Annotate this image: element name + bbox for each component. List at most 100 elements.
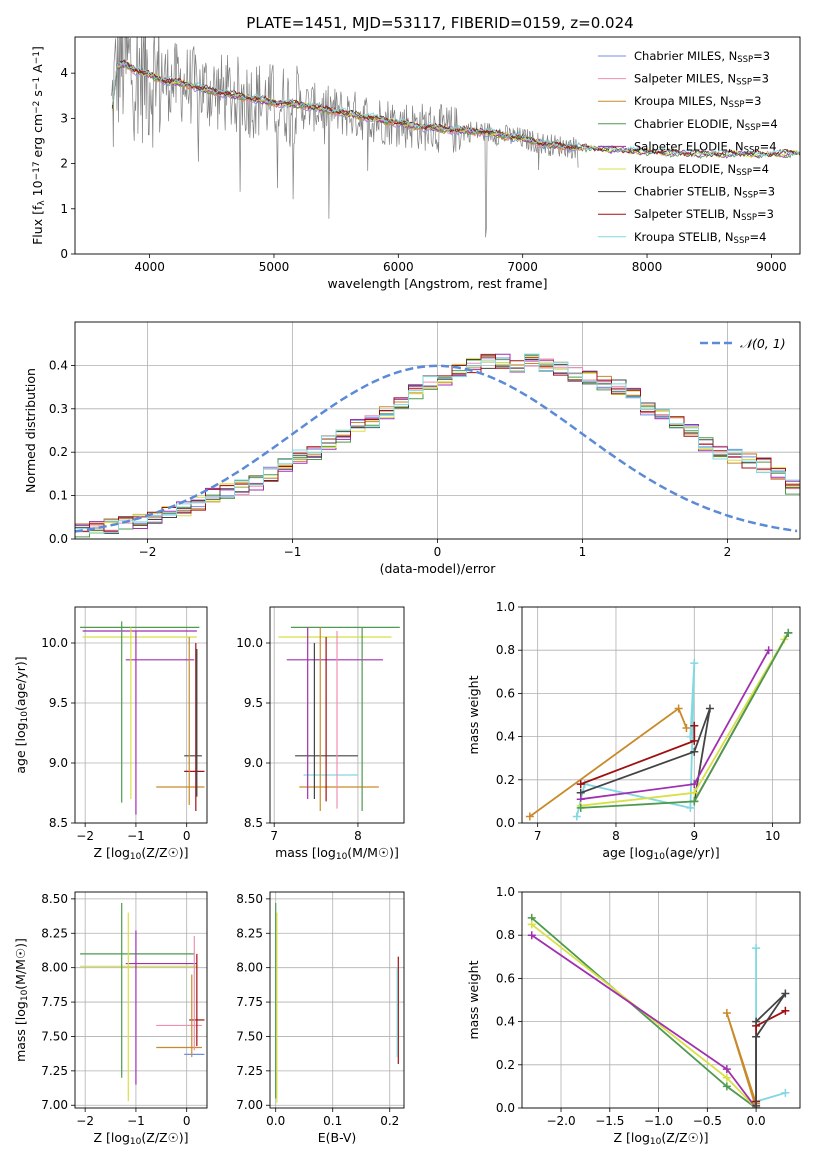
y-tick-label: 8.25 xyxy=(41,926,68,940)
series-point-5 xyxy=(690,788,699,797)
y-axis-label: mass [log10(M/M☉)] xyxy=(13,938,30,1062)
legend-label: Salpeter MILES, NSSP=3 xyxy=(634,72,769,88)
legend-label: Salpeter ELODIE, NSSP=4 xyxy=(634,139,777,155)
x-tick-label: −2 xyxy=(76,1114,94,1128)
y-tick-label: 7.00 xyxy=(41,1098,68,1112)
axes-frame xyxy=(521,891,801,1109)
x-tick-label: 8 xyxy=(354,829,362,843)
y-tick-label: 1.0 xyxy=(496,600,515,614)
series-point-0 xyxy=(525,812,534,821)
x-tick-label: 0 xyxy=(434,545,442,559)
series-point-6 xyxy=(576,803,585,812)
plot-area xyxy=(525,628,793,821)
x-axis-label: Z [log10(Z/Z☉)] xyxy=(613,1130,708,1147)
y-tick-label: 0.0 xyxy=(49,532,68,546)
legend-label: Kroupa STELIB, NSSP=4 xyxy=(634,230,766,246)
y-tick-label: 0.8 xyxy=(496,643,515,657)
observed-spectrum xyxy=(110,37,579,238)
chart-weight-Z: −2.0 −1.5 −1.0 −0.5 0.0 0.0 0.2 0.4 0.6 0.8 1.0 Z [… xyxy=(466,885,801,1147)
x-tick-label: −2.0 xyxy=(546,1114,575,1128)
y-tick-label: 8.50 xyxy=(41,892,68,906)
histogram-1 xyxy=(75,353,800,533)
axes-frame xyxy=(74,321,801,540)
series-point-0 xyxy=(722,1082,731,1091)
y-tick-label: 0.8 xyxy=(496,928,515,942)
y-tick-label: 7.25 xyxy=(236,1064,263,1078)
y-axis-label: Flux [fλ 10−17 erg cm−2 s−1 A−1] xyxy=(30,46,47,245)
x-tick-label: 0.1 xyxy=(323,1114,342,1128)
x-tick-label: 9 xyxy=(690,829,698,843)
series-point-1 xyxy=(690,659,699,668)
x-tick-label: 4000 xyxy=(134,260,165,274)
plot-area xyxy=(75,353,800,538)
x-tick-label: 6000 xyxy=(383,260,414,274)
model-curve-6 xyxy=(111,59,800,158)
plot-area xyxy=(80,621,205,815)
y-tick-label: 0.3 xyxy=(49,402,68,416)
chart-weight-age: 7 8 9 10 0.0 0.2 0.4 0.6 0.8 1.0 age [log10(age/yr… xyxy=(466,600,801,862)
x-axis-label: age [log10(age/yr)] xyxy=(602,845,719,862)
chart-mass-Z: −2 −1 0 7.00 7.25 7.50 7.75 8.00 8.25 8.50 Z [log1… xyxy=(13,891,208,1147)
plot-area xyxy=(275,903,399,1103)
series-point-5 xyxy=(781,1006,790,1015)
y-tick-label: 9.5 xyxy=(49,696,68,710)
x-tick-label: 8 xyxy=(612,829,620,843)
y-tick-label: 0.0 xyxy=(496,816,515,830)
series-point-2 xyxy=(690,721,699,730)
y-axis-label: Normed distribution xyxy=(23,368,38,493)
x-tick-label: 7 xyxy=(270,829,278,843)
x-tick-label: −1 xyxy=(284,545,302,559)
x-tick-label: −1.5 xyxy=(595,1114,624,1128)
series-line-6 xyxy=(755,992,787,1106)
y-tick-label: 10.0 xyxy=(236,636,263,650)
series-point-0 xyxy=(674,704,683,713)
y-tick-label: 3 xyxy=(60,111,68,125)
y-axis-label: age [log10(age/yr)] xyxy=(13,656,30,773)
x-axis-label: Z [log10(Z/Z☉)] xyxy=(93,845,188,862)
y-tick-label: 8.5 xyxy=(49,816,68,830)
x-tick-label: 5000 xyxy=(259,260,290,274)
x-tick-label: −1.0 xyxy=(644,1114,673,1128)
series-point-1 xyxy=(722,1073,731,1082)
model-curve-8 xyxy=(111,61,800,157)
axes-frame xyxy=(74,891,208,1109)
series-line-5 xyxy=(755,1009,786,1102)
chart-age-mass: 7 8 8.5 9.0 9.5 10.0 mass [log10(M/M☉)] xyxy=(236,606,405,862)
plot-area xyxy=(278,626,400,811)
legend-label: Salpeter STELIB, NSSP=3 xyxy=(634,207,774,223)
chart-residuals: −2 −1 0 1 2 0.0 0.1 0.2 0.3 0.4 𝒩(0, 1) (data-model… xyxy=(23,321,801,576)
y-tick-label: 0.6 xyxy=(496,686,515,700)
y-tick-label: 0.4 xyxy=(49,358,68,372)
series-point-6 xyxy=(752,1101,761,1108)
series-point-6 xyxy=(690,797,699,806)
legend-label: Kroupa MILES, NSSP=3 xyxy=(634,94,761,110)
series-line-4 xyxy=(580,649,770,801)
y-tick-label: 0.4 xyxy=(496,1015,515,1029)
y-tick-label: 2 xyxy=(60,157,68,171)
series-point-4 xyxy=(690,780,699,789)
model-curve-7 xyxy=(111,60,800,158)
x-tick-label: 0.0 xyxy=(747,1114,766,1128)
series-point-6 xyxy=(781,989,790,998)
legend-label: 𝒩(0, 1) xyxy=(740,336,786,351)
x-tick-label: 1 xyxy=(579,545,587,559)
series-line-5 xyxy=(580,638,786,807)
series-point-4 xyxy=(752,944,761,953)
x-tick-label: 7 xyxy=(534,829,542,843)
legend: Chabrier MILES, NSSP=3 Salpeter MILES, NS… xyxy=(598,49,778,246)
chart-mass-EBV: 0.0 0.1 0.2 7.00 7.25 7.50 7.75 8.00 8.25 8.50 E(B… xyxy=(236,891,405,1145)
series-line-4 xyxy=(755,948,786,1108)
x-tick-label: −1 xyxy=(127,1114,145,1128)
x-tick-label: 10 xyxy=(765,829,780,843)
histogram-4 xyxy=(75,353,800,533)
y-tick-label: 7.00 xyxy=(236,1098,263,1112)
y-tick-label: 0.1 xyxy=(49,489,68,503)
x-tick-label: −0.5 xyxy=(693,1114,722,1128)
y-tick-label: 0.0 xyxy=(496,1101,515,1115)
y-tick-label: 0.4 xyxy=(496,730,515,744)
y-tick-label: 0 xyxy=(60,247,68,261)
series-point-0 xyxy=(682,723,691,732)
series-point-4 xyxy=(764,646,773,655)
